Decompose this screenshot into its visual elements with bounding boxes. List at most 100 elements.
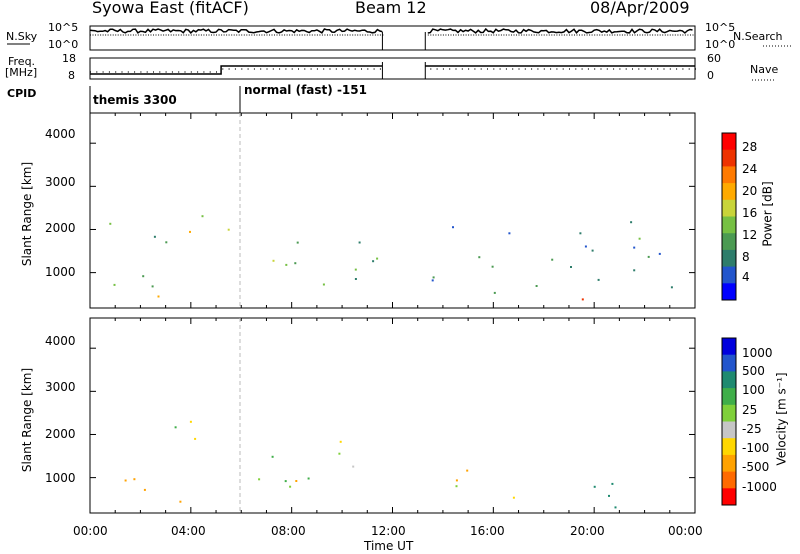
velocity-cell	[124, 479, 127, 482]
noise-left-label: N.Sky	[6, 30, 38, 43]
velocity-cell	[339, 440, 342, 443]
vel-y-tick-4000: 4000	[45, 334, 76, 348]
freq-traces	[90, 62, 696, 79]
power-cell	[638, 237, 641, 240]
power-cell	[478, 256, 481, 259]
vel-cb-tick-100: 100	[742, 383, 765, 397]
x-tick-0400: 04:00	[171, 524, 206, 538]
nave-tick-60: 60	[707, 52, 721, 65]
power-colorbar-swatch	[722, 199, 736, 217]
x-axis-label: Time UT	[364, 539, 414, 553]
velocity-cell	[611, 482, 614, 485]
vel-cb-tick-1000: 1000	[742, 346, 773, 360]
velocity-cell	[466, 469, 469, 472]
velocity-colorbar-swatch	[722, 488, 736, 506]
nave-trace	[90, 68, 696, 73]
power-y-tick-1000: 1000	[45, 265, 76, 279]
power-cb-tick-20: 20	[742, 184, 758, 198]
freq-panel-frame	[89, 57, 696, 80]
freq-trace	[90, 65, 383, 75]
power-cell	[579, 232, 582, 235]
velocity-colorbar-swatch	[722, 338, 736, 356]
power-colorbar	[721, 132, 737, 301]
velocity-cell	[271, 455, 274, 458]
freq-label-2: [MHz]	[5, 66, 38, 79]
velocity-colorbar-swatch	[722, 471, 736, 489]
vel-cb-tick-25: 25	[742, 403, 758, 417]
velocity-cell	[194, 437, 197, 440]
velocity-cell	[189, 420, 192, 423]
x-tick-0800: 08:00	[271, 524, 306, 538]
freq-tick-8: 8	[68, 69, 75, 82]
x-tick-2400: 00:00	[668, 524, 703, 538]
velocity-colorbar-swatch	[722, 454, 736, 473]
power-colorbar-swatch	[722, 166, 736, 184]
power-cell	[570, 266, 572, 268]
power-cell	[432, 276, 435, 279]
power-scatter	[109, 215, 673, 301]
power-cb-tick-28: 28	[742, 140, 758, 154]
vel-cb-tick-m25: -25	[742, 422, 762, 436]
power-cell	[551, 258, 554, 261]
x-tick-1200: 12:00	[371, 524, 406, 538]
power-cell	[535, 285, 538, 287]
power-cell	[431, 279, 434, 282]
velocity-colorbar-swatch	[722, 354, 736, 372]
power-cell	[294, 262, 297, 265]
velocity-scatter	[124, 420, 617, 509]
axis-ticks	[89, 113, 696, 513]
power-cell	[296, 241, 299, 244]
x-tick-0000: 00:00	[73, 524, 108, 538]
power-cell	[109, 222, 112, 225]
vel-y-tick-3000: 3000	[45, 380, 76, 394]
noise-tick-bot-right: 10^0	[705, 38, 736, 51]
power-colorbar-swatch	[722, 149, 736, 167]
power-cell	[113, 283, 116, 286]
power-colorbar-swatch	[722, 283, 736, 301]
power-cell	[597, 278, 600, 281]
power-cb-tick-16: 16	[742, 206, 758, 220]
power-cell	[354, 278, 357, 280]
velocity-colorbar-swatch	[722, 421, 736, 439]
power-cell	[354, 268, 357, 271]
station-title: Syowa East (fitACF)	[92, 0, 249, 17]
power-colorbar-swatch	[722, 216, 736, 234]
power-cell	[633, 269, 636, 272]
power-cell	[658, 252, 661, 255]
velocity-cell	[258, 478, 261, 481]
power-colorbar-swatch	[722, 249, 736, 268]
power-colorbar-swatch	[722, 133, 736, 151]
power-cell	[581, 298, 584, 301]
power-cell	[670, 286, 673, 289]
x-tick-1600: 16:00	[470, 524, 505, 538]
noise-right-label: N.Search	[733, 30, 783, 43]
cpid-mode-normal: normal (fast) -151	[244, 83, 367, 97]
velocity-cell	[593, 485, 596, 488]
noise-tick-top-left: 10^5	[48, 21, 79, 34]
power-cell	[142, 275, 145, 278]
power-cb-tick-8: 8	[742, 250, 750, 264]
nave-tick-0: 0	[707, 69, 714, 82]
vel-y-tick-1000: 1000	[45, 471, 76, 485]
power-y-tick-4000: 4000	[45, 127, 76, 141]
power-cell	[189, 230, 191, 233]
power-colorbar-swatch	[722, 266, 736, 284]
velocity-panel-frame	[89, 317, 696, 514]
power-cell	[322, 283, 325, 286]
vel-cb-tick-m1000: -1000	[742, 480, 777, 494]
noise-tick-top-right: 10^5	[705, 21, 736, 34]
velocity-cell	[289, 485, 292, 488]
power-colorbar-swatch	[722, 183, 736, 201]
x-tick-2000: 20:00	[570, 524, 605, 538]
freq-label-1: Freq.	[8, 55, 36, 68]
velocity-colorbar-swatch	[722, 371, 736, 389]
power-cell	[372, 260, 375, 263]
power-cell	[153, 235, 156, 238]
power-y-tick-3000: 3000	[45, 175, 76, 189]
power-cell	[584, 245, 587, 248]
power-cell	[227, 228, 230, 231]
cpid-mode-themis: themis 3300	[93, 93, 177, 107]
velocity-cell	[133, 478, 136, 481]
power-cb-tick-4: 4	[742, 270, 750, 284]
velocity-colorbar-swatch	[722, 404, 736, 422]
